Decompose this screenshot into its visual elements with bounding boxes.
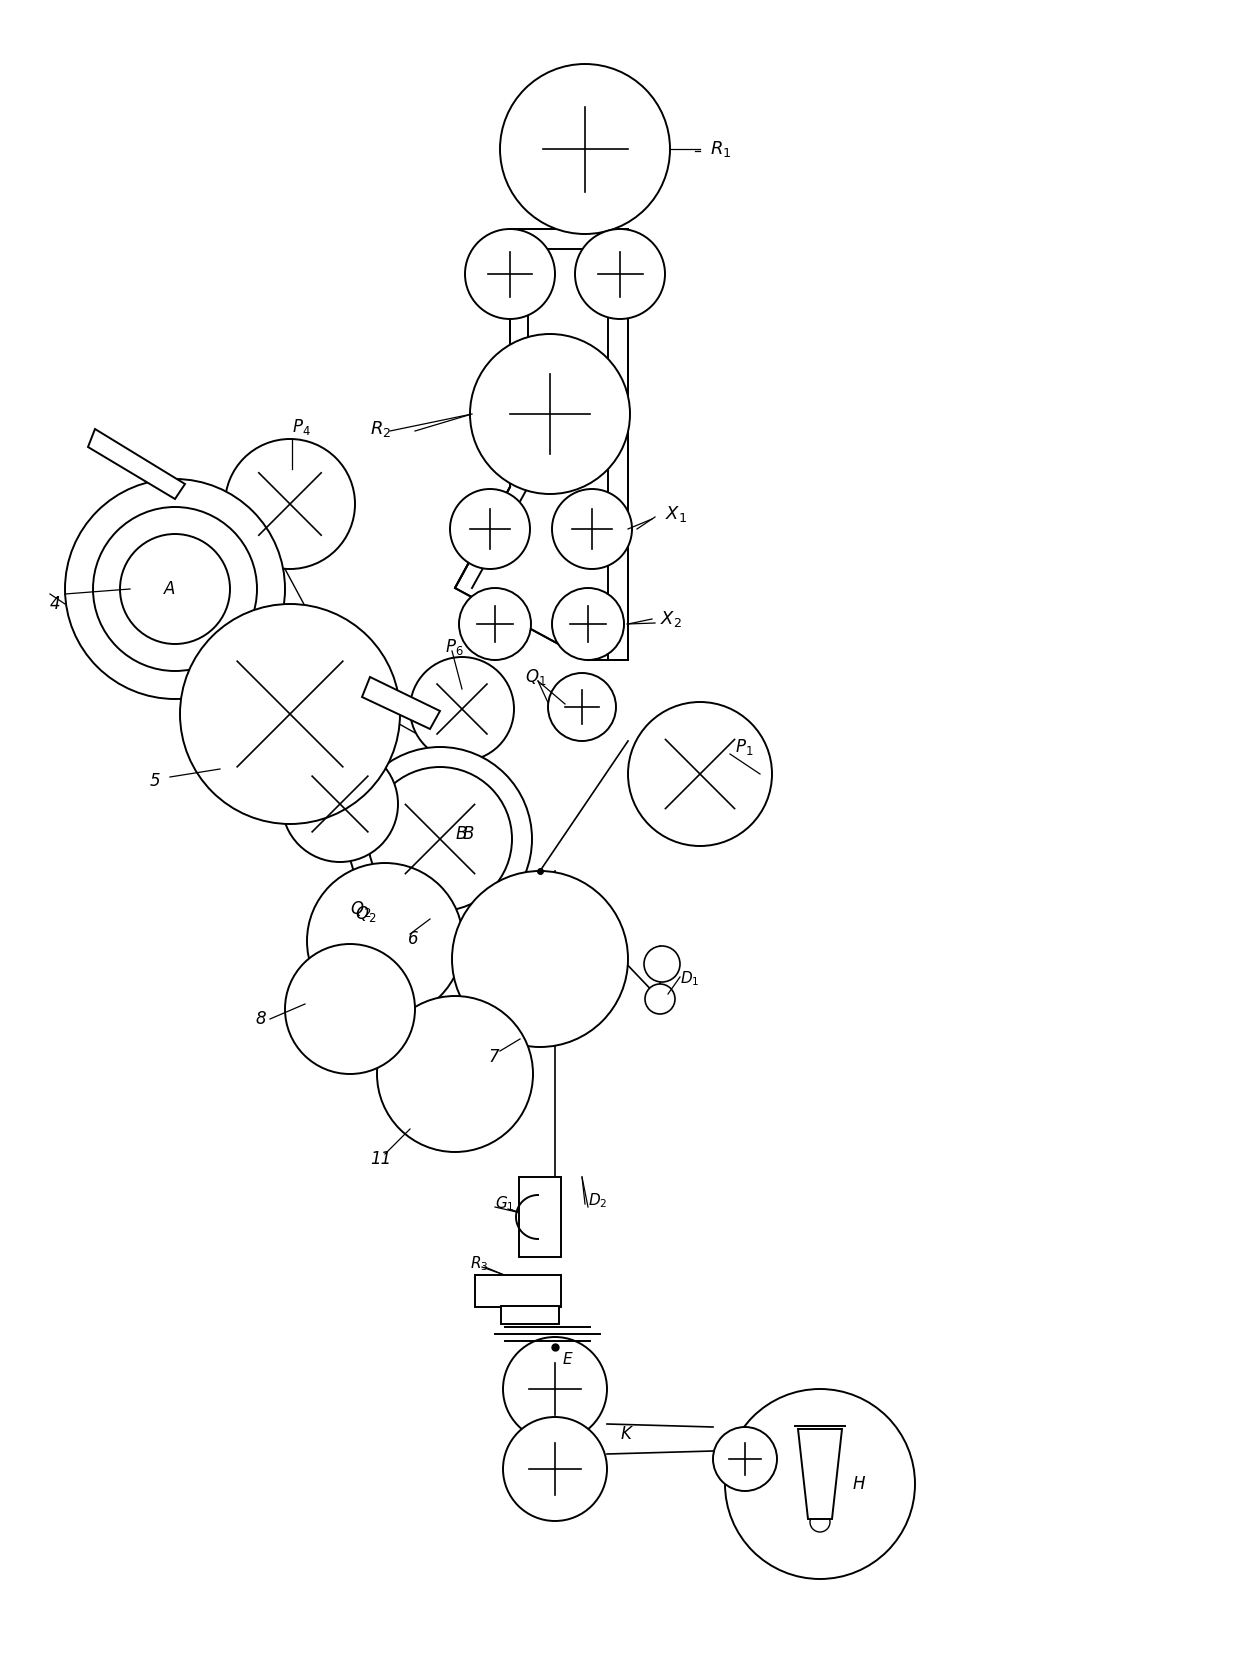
Text: $K$: $K$ xyxy=(620,1425,634,1444)
Text: $Q_2$: $Q_2$ xyxy=(350,900,371,920)
Circle shape xyxy=(348,748,532,931)
Text: 7: 7 xyxy=(489,1048,498,1066)
Polygon shape xyxy=(799,1429,842,1519)
Text: $E$: $E$ xyxy=(562,1350,574,1367)
Text: $P_1$: $P_1$ xyxy=(735,738,754,758)
Text: $G_1$: $G_1$ xyxy=(495,1195,515,1213)
Text: $R_3$: $R_3$ xyxy=(470,1255,489,1273)
Polygon shape xyxy=(88,429,185,499)
Polygon shape xyxy=(362,678,440,729)
Circle shape xyxy=(459,587,531,659)
Circle shape xyxy=(552,587,624,659)
Text: $B$: $B$ xyxy=(463,824,475,843)
Circle shape xyxy=(368,768,512,911)
Circle shape xyxy=(308,863,463,1020)
Circle shape xyxy=(453,871,627,1046)
Circle shape xyxy=(410,658,515,761)
Circle shape xyxy=(465,229,556,319)
Text: $A$: $A$ xyxy=(164,581,176,598)
Bar xyxy=(520,1177,560,1257)
Circle shape xyxy=(64,479,285,699)
Bar xyxy=(501,1307,559,1324)
Circle shape xyxy=(503,1417,608,1520)
Text: $H$: $H$ xyxy=(852,1475,866,1494)
Circle shape xyxy=(120,534,229,644)
Text: $Q_1$: $Q_1$ xyxy=(525,668,547,688)
Text: 5: 5 xyxy=(150,773,161,789)
Circle shape xyxy=(644,946,680,981)
Circle shape xyxy=(627,703,773,846)
Circle shape xyxy=(93,507,257,671)
Circle shape xyxy=(470,334,630,494)
Circle shape xyxy=(224,439,355,569)
Text: $R_1$: $R_1$ xyxy=(711,139,732,159)
Circle shape xyxy=(645,985,675,1015)
Circle shape xyxy=(503,1337,608,1440)
Text: $P_6$: $P_6$ xyxy=(445,638,464,658)
Text: 8: 8 xyxy=(255,1010,265,1028)
Circle shape xyxy=(500,63,670,234)
Circle shape xyxy=(713,1427,777,1490)
Circle shape xyxy=(575,229,665,319)
Text: $X_1$: $X_1$ xyxy=(665,504,687,524)
Text: $D_2$: $D_2$ xyxy=(588,1192,608,1210)
Text: $Q_2$: $Q_2$ xyxy=(355,905,376,925)
Circle shape xyxy=(548,673,616,741)
Circle shape xyxy=(725,1389,915,1579)
Text: 11: 11 xyxy=(370,1150,392,1168)
Circle shape xyxy=(810,1512,830,1532)
Bar xyxy=(475,1275,560,1307)
Circle shape xyxy=(180,604,401,824)
Text: 6: 6 xyxy=(408,930,419,948)
Text: $R_2$: $R_2$ xyxy=(370,419,392,439)
Circle shape xyxy=(450,489,529,569)
Text: 4: 4 xyxy=(50,596,61,613)
Text: $B$: $B$ xyxy=(455,824,467,843)
Circle shape xyxy=(552,489,632,569)
Circle shape xyxy=(281,746,398,861)
Text: $D_1$: $D_1$ xyxy=(680,970,699,988)
Text: $X_2$: $X_2$ xyxy=(660,609,682,629)
Text: $P_4$: $P_4$ xyxy=(291,417,311,437)
Circle shape xyxy=(377,996,533,1152)
Circle shape xyxy=(285,945,415,1073)
